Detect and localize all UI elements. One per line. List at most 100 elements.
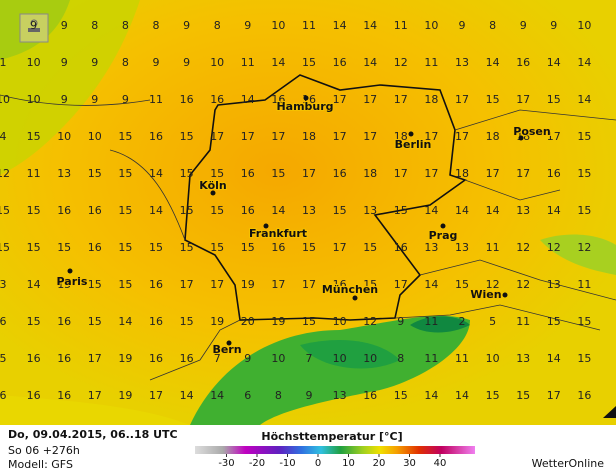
legend-tick-label: -30 (218, 458, 234, 469)
city-label: Frankfurt (249, 227, 307, 240)
grid-value: 16 (333, 56, 347, 69)
city-dot (518, 135, 524, 141)
city-dot (210, 190, 216, 196)
grid-value: 19 (118, 352, 132, 365)
grid-value: 6 (0, 315, 7, 328)
grid-value: 13 (363, 204, 377, 217)
grid-value: 17 (516, 167, 530, 180)
grid-value: 15 (27, 315, 41, 328)
grid-value: 14 (577, 93, 591, 106)
legend-tick-label: 0 (315, 458, 321, 469)
grid-value: 8 (122, 56, 129, 69)
grid-value: 15 (302, 241, 316, 254)
grid-value: 15 (88, 278, 102, 291)
grid-value: 10 (333, 352, 347, 365)
city-dot (408, 131, 414, 137)
grid-value: 14 (547, 56, 561, 69)
grid-value: 15 (516, 389, 530, 402)
grid-value: 17 (149, 389, 163, 402)
grid-value: 11 (424, 315, 438, 328)
grid-value: 15 (241, 241, 255, 254)
legend-tick-label: 40 (434, 458, 447, 469)
grid-value: 16 (210, 93, 224, 106)
grid-value: 15 (486, 93, 500, 106)
cool-area (0, 395, 190, 425)
grid-value: 17 (271, 278, 285, 291)
grid-value: 9 (153, 56, 160, 69)
grid-value: 16 (149, 278, 163, 291)
grid-value: 15 (0, 241, 10, 254)
grid-value: 16 (27, 389, 41, 402)
grid-value: 12 (363, 315, 377, 328)
grid-value: 18 (424, 93, 438, 106)
grid-value: 14 (424, 278, 438, 291)
grid-value: 5 (0, 352, 7, 365)
grid-value: 17 (394, 278, 408, 291)
grid-value: 15 (0, 204, 10, 217)
grid-value: 16 (88, 204, 102, 217)
grid-value: 16 (27, 352, 41, 365)
grid-value: 15 (180, 130, 194, 143)
grid-value: 16 (180, 352, 194, 365)
grid-value: 11 (241, 56, 255, 69)
grid-value: 14 (333, 19, 347, 32)
germany-border (184, 74, 467, 321)
grid-value: 10 (486, 352, 500, 365)
grid-value: 15 (180, 204, 194, 217)
city-label: Berlin (395, 138, 432, 151)
grid-value: 15 (394, 204, 408, 217)
grid-value: 15 (577, 130, 591, 143)
grid-value: 10 (27, 93, 41, 106)
grid-value: 13 (455, 56, 469, 69)
grid-value: 13 (57, 167, 71, 180)
grid-value: 8 (489, 19, 496, 32)
grid-value: 16 (57, 352, 71, 365)
grid-value: 10 (271, 19, 285, 32)
grid-value: 15 (210, 167, 224, 180)
grid-value: 14 (424, 389, 438, 402)
grid-value: 15 (149, 241, 163, 254)
grid-value: 11 (149, 93, 163, 106)
grid-value: 15 (394, 389, 408, 402)
grid-value: 17 (210, 278, 224, 291)
grid-value: 16 (271, 93, 285, 106)
grid-value: 16 (241, 204, 255, 217)
grid-value: 15 (57, 278, 71, 291)
colorbar (195, 446, 475, 454)
legend-tick-label: 10 (342, 458, 355, 469)
grid-value: 10 (88, 130, 102, 143)
grid-value: 14 (455, 204, 469, 217)
grid-value: 17 (302, 167, 316, 180)
grid-value: 17 (180, 278, 194, 291)
grid-value: 15 (118, 278, 132, 291)
legend-tick-label: -20 (249, 458, 265, 469)
grid-value: 16 (88, 241, 102, 254)
grid-value: 16 (363, 389, 377, 402)
grid-value: 12 (0, 167, 10, 180)
grid-value: 13 (516, 204, 530, 217)
grid-value: 11 (27, 167, 41, 180)
grid-value: 12 (516, 278, 530, 291)
grid-value: 14 (271, 56, 285, 69)
city-dot (303, 95, 309, 101)
grid-value: 6 (244, 389, 251, 402)
grid-value: 13 (424, 241, 438, 254)
grid-value: 15 (27, 130, 41, 143)
grid-value: 11 (577, 278, 591, 291)
grid-value: 15 (302, 56, 316, 69)
grid-value: 11 (486, 241, 500, 254)
grid-value: 12 (547, 241, 561, 254)
legend-tick-label: -10 (279, 458, 295, 469)
grid-value: 16 (333, 278, 347, 291)
city-dot (440, 223, 446, 229)
zoom-button[interactable] (19, 13, 49, 43)
grid-value: 12 (486, 278, 500, 291)
grid-value: 11 (516, 315, 530, 328)
grid-value: 15 (210, 204, 224, 217)
grid-value: 17 (363, 130, 377, 143)
grid-value: 17 (424, 130, 438, 143)
grid-value: 8 (91, 19, 98, 32)
city-label: Wien (470, 288, 501, 301)
grid-value: 15 (577, 204, 591, 217)
